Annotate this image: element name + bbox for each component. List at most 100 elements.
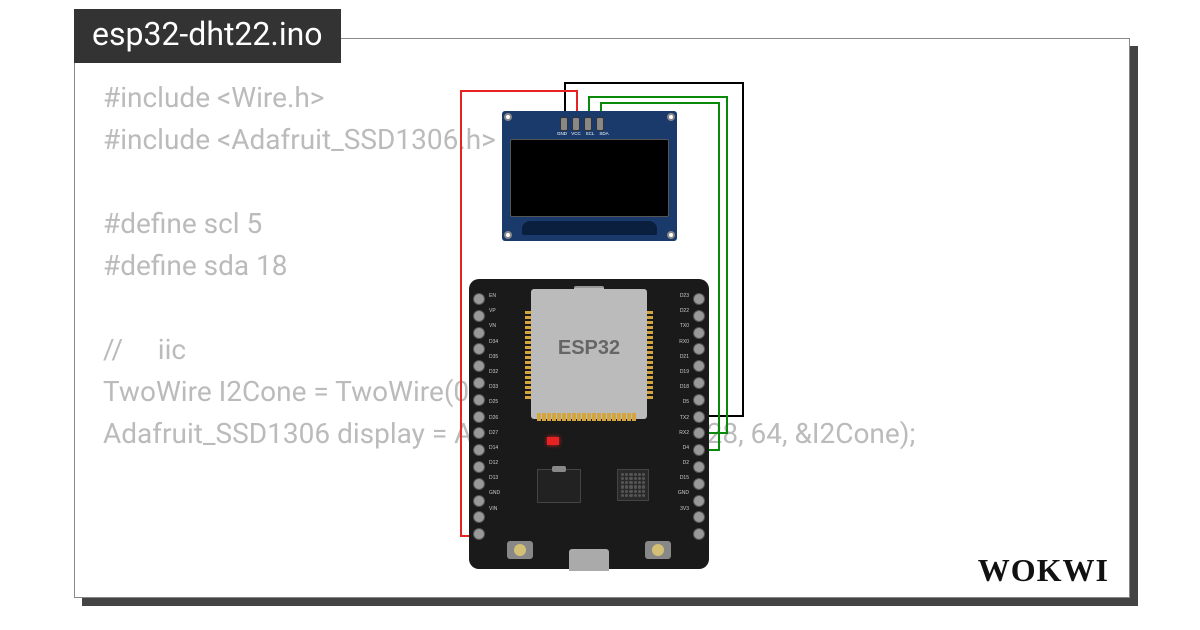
pin-hole: [473, 427, 485, 439]
mounting-hole: [504, 231, 512, 239]
code-line: #define scl 5: [103, 207, 262, 240]
pin-hole: [473, 343, 485, 355]
pin-hole: [693, 461, 705, 473]
oled-pin-labels: GND VCC SCL SDA: [556, 131, 610, 136]
code-line: #define sda 18: [103, 249, 288, 282]
file-tab: esp32-dht22.ino: [74, 9, 341, 63]
pin-label: D26: [489, 415, 500, 421]
pin-hole: [473, 461, 485, 473]
pin-label: TX2: [678, 415, 689, 421]
pin-hole: [693, 310, 705, 322]
pin-hole: [473, 411, 485, 423]
pin-hole: [693, 528, 705, 540]
pin-label: D35: [489, 354, 500, 360]
wokwi-logo: WOKWI: [978, 552, 1109, 589]
pin-hole: [473, 377, 485, 389]
oled-pin-vcc: [572, 117, 580, 131]
pin-hole: [693, 394, 705, 406]
pin-hole: [693, 343, 705, 355]
gold-pins-right: [647, 311, 653, 399]
pin-label: VCC: [570, 131, 582, 136]
pin-hole: [473, 511, 485, 523]
pin-hole: [473, 310, 485, 322]
mounting-hole: [667, 231, 675, 239]
oled-pin-header: [560, 117, 604, 131]
pin-row-right: [693, 293, 705, 540]
pin-hole: [693, 511, 705, 523]
pin-labels-left: ENVPVND34D35D32D33D25D26D27D14D12D13GNDV…: [489, 293, 500, 512]
pin-hole: [693, 478, 705, 490]
oled-pin-gnd: [560, 117, 568, 131]
preview-card: esp32-dht22.ino #include <Wire.h> #inclu…: [74, 38, 1130, 598]
pin-hole: [693, 293, 705, 305]
oled-screen: [510, 139, 669, 217]
pin-label: D27: [489, 430, 500, 436]
antenna-notch: [574, 286, 604, 294]
gold-pins-left: [525, 311, 531, 399]
pin-hole: [473, 444, 485, 456]
pin-row-left: [473, 293, 485, 540]
pin-hole: [693, 327, 705, 339]
chip-label: ESP32: [531, 337, 647, 360]
pin-label: RX2: [678, 430, 689, 436]
usb-port-icon: [569, 549, 609, 571]
pin-hole: [473, 495, 485, 507]
pin-label: TX0: [678, 323, 689, 329]
pin-hole: [693, 444, 705, 456]
oled-pin-scl: [584, 117, 592, 131]
pin-labels-right: D23D22TX0RX0D21D19D18D5TX2RX2D4D2D15GND3…: [678, 293, 689, 512]
pin-hole: [473, 327, 485, 339]
pin-label: GND: [556, 131, 568, 136]
pin-hole: [473, 394, 485, 406]
pin-label: GND: [489, 490, 500, 496]
pin-label: VIN: [489, 506, 500, 512]
pin-label: 3V3: [678, 506, 689, 512]
voltage-regulator: [537, 469, 581, 503]
pin-label: RX0: [678, 339, 689, 345]
pin-hole: [693, 411, 705, 423]
esp32-board: ENVPVND34D35D32D33D25D26D27D14D12D13GNDV…: [469, 279, 709, 569]
oled-bezel: [522, 221, 657, 235]
code-line: #include <Wire.h>: [103, 81, 324, 114]
pin-label: D32: [489, 369, 500, 375]
code-line: // iic: [103, 333, 186, 366]
pin-label: VP: [489, 308, 500, 314]
logo-text: WOKWI: [978, 552, 1109, 588]
boot-button[interactable]: [507, 541, 533, 559]
pin-label: D12: [489, 460, 500, 466]
pin-hole: [473, 528, 485, 540]
pin-label: SDA: [598, 131, 610, 136]
pin-hole: [693, 495, 705, 507]
usb-serial-chip: [617, 469, 649, 501]
pin-label: EN: [489, 293, 500, 299]
pin-hole: [473, 478, 485, 490]
pin-label: D2: [678, 460, 689, 466]
pin-hole: [693, 377, 705, 389]
pin-label: SCL: [584, 131, 596, 136]
pin-label: D14: [489, 445, 500, 451]
file-tab-label: esp32-dht22.ino: [92, 15, 323, 53]
pin-hole: [473, 293, 485, 305]
pin-label: D25: [489, 399, 500, 405]
pin-label: D23: [678, 293, 689, 299]
pin-label: D19: [678, 369, 689, 375]
pin-label: D34: [489, 339, 500, 345]
power-led-icon: [547, 437, 559, 445]
pin-label: D5: [678, 399, 689, 405]
pin-label: D33: [489, 384, 500, 390]
pin-hole: [693, 360, 705, 372]
pin-label: D4: [678, 445, 689, 451]
mounting-hole: [667, 113, 675, 121]
mounting-hole: [504, 113, 512, 121]
pin-hole: [693, 427, 705, 439]
circuit-diagram: GND VCC SCL SDA ENVPVND34D35D32D33D25D26…: [407, 41, 787, 581]
oled-module: GND VCC SCL SDA: [502, 111, 677, 241]
pin-label: D21: [678, 354, 689, 360]
esp32-shield: ESP32: [531, 289, 647, 419]
oled-pin-sda: [596, 117, 604, 131]
pin-label: D22: [678, 308, 689, 314]
enable-button[interactable]: [645, 541, 671, 559]
pin-hole: [473, 360, 485, 372]
pin-label: D18: [678, 384, 689, 390]
pin-label: D15: [678, 475, 689, 481]
